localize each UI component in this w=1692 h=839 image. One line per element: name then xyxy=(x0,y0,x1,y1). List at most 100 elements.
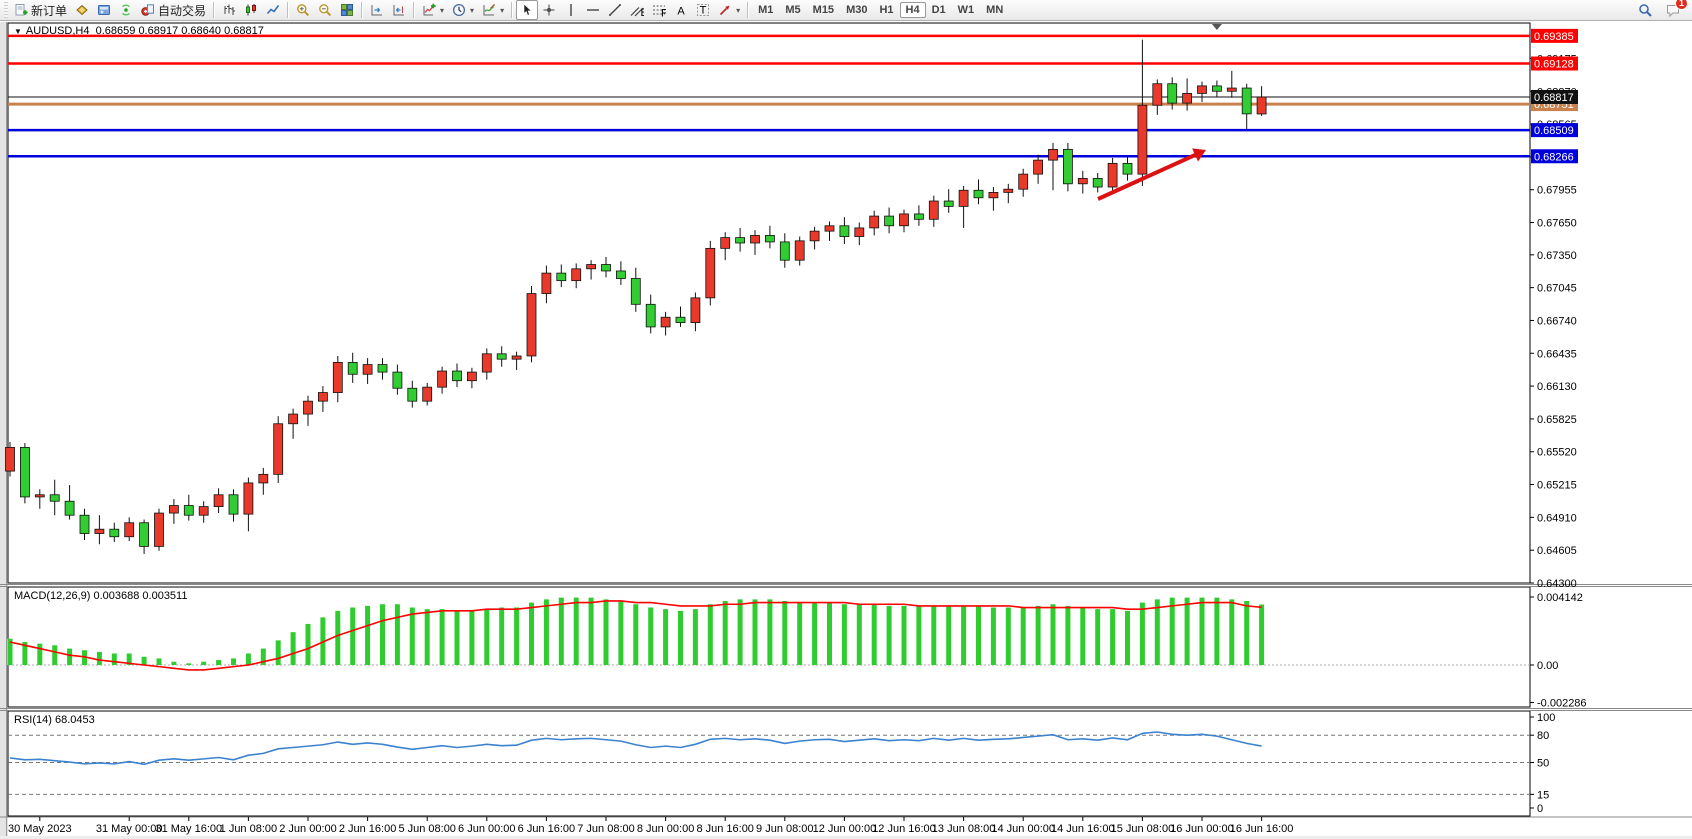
time-label: 8 Jun 00:00 xyxy=(637,823,695,835)
new-order-button[interactable]: 新订单 xyxy=(10,0,71,20)
candle xyxy=(481,353,492,373)
timeframe-W1-button[interactable]: W1 xyxy=(957,4,975,16)
price-badge-label: 0.69128 xyxy=(1534,59,1574,71)
crosshair-button-icon xyxy=(543,4,555,16)
text-button[interactable]: A xyxy=(670,0,692,20)
equidistant-channel-button[interactable]: E xyxy=(626,0,648,20)
time-label: 8 Jun 16:00 xyxy=(696,823,754,835)
toolbar-separator xyxy=(213,2,216,18)
candle xyxy=(899,213,909,227)
price-badge xyxy=(1531,89,1578,104)
symbol-dropdown-icon[interactable]: ▼ xyxy=(14,27,22,36)
time-label: 31 May 00:00 xyxy=(96,823,163,835)
candle xyxy=(958,189,969,207)
candle xyxy=(526,293,537,357)
timeframe-M5-button[interactable]: M5 xyxy=(785,4,801,16)
price-badge xyxy=(1531,28,1578,43)
candlestick-chart-button-icon xyxy=(246,4,257,16)
candle xyxy=(645,303,656,328)
candle xyxy=(34,494,45,498)
candle xyxy=(839,225,850,237)
timeframe-M30-button[interactable]: M30 xyxy=(846,4,868,16)
candle xyxy=(362,364,373,375)
time-label: 13 Jun 08:00 xyxy=(932,823,996,835)
cursor-button[interactable] xyxy=(516,0,539,20)
timeframe-MN-button[interactable]: MN xyxy=(986,4,1004,16)
macd-scale-label: -0.002286 xyxy=(1537,698,1587,710)
auto-scroll-button[interactable] xyxy=(366,0,388,20)
candle xyxy=(988,192,999,199)
candle xyxy=(675,316,686,324)
timeframe-D1-button[interactable]: D1 xyxy=(931,4,946,16)
svg-text:T: T xyxy=(700,5,707,17)
candle xyxy=(288,413,299,425)
terminal-button[interactable] xyxy=(93,0,115,20)
tile-windows-button[interactable] xyxy=(336,0,358,20)
toolbar-grip[interactable] xyxy=(4,2,8,18)
candle xyxy=(79,514,90,534)
vertical-line-button[interactable] xyxy=(560,0,582,20)
svg-text:E: E xyxy=(641,7,645,17)
line-chart-button[interactable] xyxy=(262,0,284,20)
candle xyxy=(1152,83,1163,106)
horizontal-line-button[interactable] xyxy=(582,0,604,20)
candlestick-chart-button[interactable] xyxy=(240,0,262,20)
candle xyxy=(794,240,805,261)
timeframe-M15-button[interactable]: M15 xyxy=(812,4,835,16)
horizontal-line-button-icon xyxy=(587,9,600,11)
candle xyxy=(914,213,924,220)
candle xyxy=(616,270,626,279)
chart-shift-button[interactable] xyxy=(388,0,410,20)
candle xyxy=(139,522,150,547)
price-tick-label: 0.65825 xyxy=(1537,414,1577,426)
price-tick-label: 0.65215 xyxy=(1537,480,1577,492)
autotrading-button[interactable]: 自动交易 xyxy=(137,0,210,20)
candle xyxy=(690,297,701,324)
price-tick-label: 0.64605 xyxy=(1537,545,1577,557)
timeframe-H4-button[interactable]: H4 xyxy=(899,2,926,18)
trendline-button[interactable] xyxy=(604,0,626,20)
time-label: 16 Jun 00:00 xyxy=(1170,823,1234,835)
candle xyxy=(750,235,760,244)
trend-arrow-annotation xyxy=(1097,151,1200,201)
candle xyxy=(94,528,105,534)
candle xyxy=(1077,178,1088,185)
candle xyxy=(168,505,179,514)
text-label-button[interactable]: T xyxy=(692,0,714,20)
price-tick-label: 0.67650 xyxy=(1537,218,1577,230)
price-tick-label: 0.66130 xyxy=(1537,381,1577,393)
candle xyxy=(973,189,984,199)
zoom-in-button[interactable] xyxy=(292,0,314,20)
timeframe-H1-button[interactable]: H1 xyxy=(879,4,894,16)
candle xyxy=(1226,87,1237,92)
search-button[interactable] xyxy=(1634,0,1656,20)
candle xyxy=(49,494,60,502)
templates-button[interactable]: ▾ xyxy=(478,0,508,20)
signals-button[interactable] xyxy=(115,0,137,20)
toolbar-separator xyxy=(511,2,514,18)
arrows-button[interactable]: ▾ xyxy=(714,0,744,20)
periods-button[interactable]: ▾ xyxy=(448,0,478,20)
candle xyxy=(377,364,388,373)
notifications-button[interactable]: 1 xyxy=(1662,0,1688,20)
candle xyxy=(511,355,522,360)
fibonacci-button[interactable]: F xyxy=(648,0,670,20)
notification-badge: 1 xyxy=(1675,0,1688,10)
crosshair-button[interactable] xyxy=(538,0,560,20)
price-badge-label: 0.69385 xyxy=(1534,31,1574,43)
svg-text:A: A xyxy=(677,6,685,18)
profiles-button-icon xyxy=(76,4,88,16)
profiles-button[interactable] xyxy=(71,0,93,20)
time-label: 2 Jun 00:00 xyxy=(279,823,337,835)
bar-chart-button[interactable] xyxy=(218,0,240,20)
price-badge xyxy=(1531,149,1578,164)
timeframe-M1-button[interactable]: M1 xyxy=(758,4,774,16)
candle xyxy=(64,500,75,516)
zoom-out-button[interactable] xyxy=(314,0,336,20)
toolbar-separator xyxy=(747,2,750,18)
candle xyxy=(183,505,194,516)
dropdown-arrow-icon: ▾ xyxy=(470,5,475,15)
indicators-button[interactable]: ▾ xyxy=(418,0,448,20)
price-tick-label: 0.67955 xyxy=(1537,185,1577,197)
